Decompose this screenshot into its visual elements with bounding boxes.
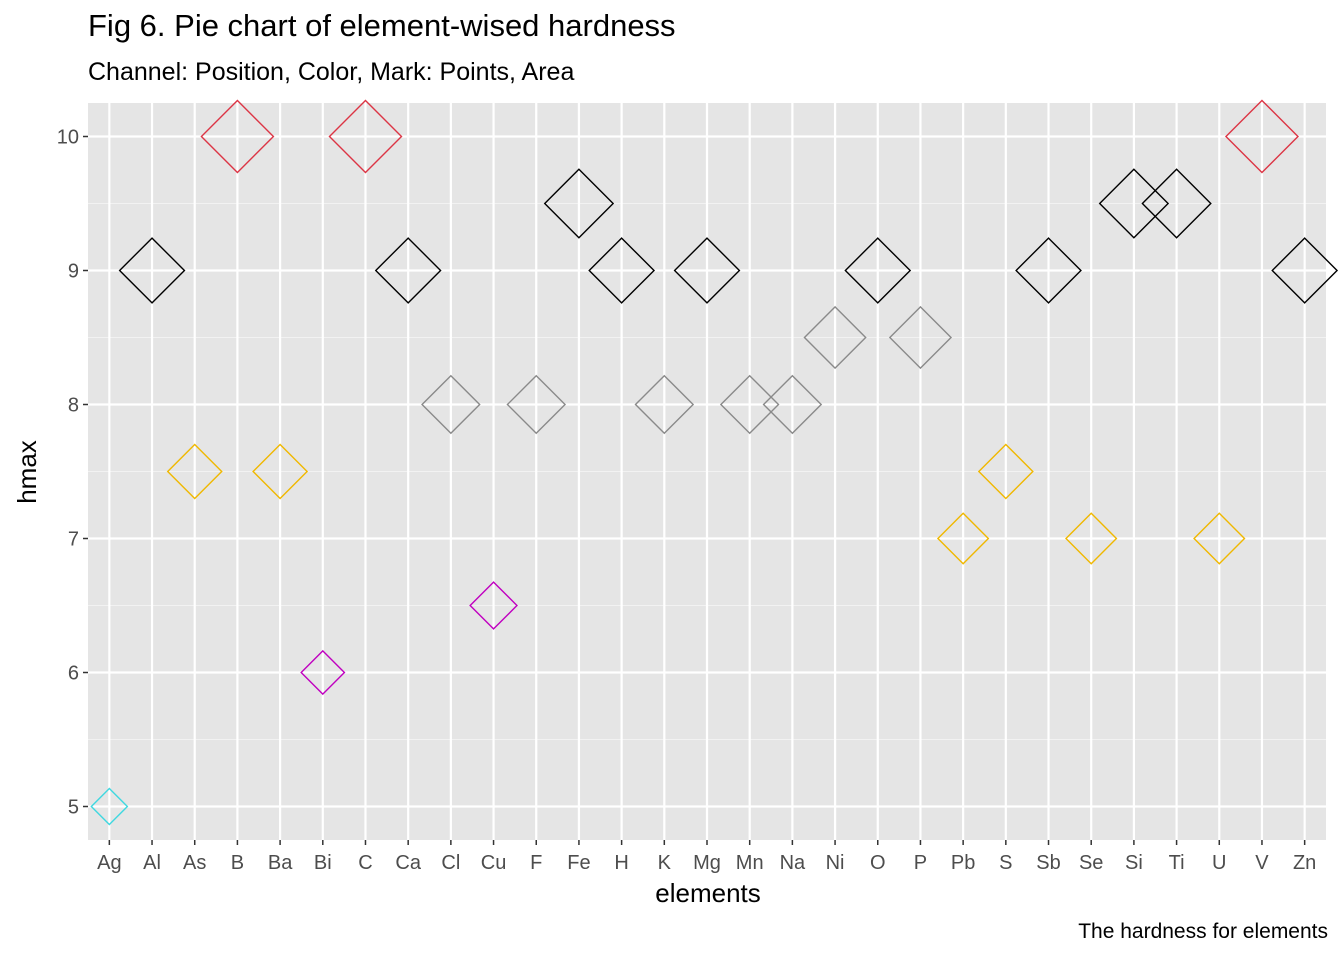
chart-subtitle: Channel: Position, Color, Mark: Points, … — [88, 58, 575, 86]
data-point-Ni — [803, 305, 867, 370]
x-tick-label: Se — [1079, 852, 1103, 874]
data-point-As — [166, 443, 223, 500]
data-point-Ca — [374, 237, 442, 304]
x-tick-label: Ca — [395, 852, 421, 874]
x-tick-label: H — [614, 852, 628, 874]
x-tick-label: P — [914, 852, 927, 874]
major-gridlines — [88, 103, 1326, 840]
y-tick-label: 9 — [68, 261, 79, 283]
y-tick-label: 10 — [57, 127, 79, 149]
data-point-Sb — [1015, 237, 1082, 304]
data-point-Fe — [543, 168, 615, 239]
x-tick-label: Ni — [826, 852, 845, 874]
x-tick-label: K — [658, 852, 672, 874]
data-point-Zn — [1271, 237, 1339, 304]
x-tick-label: Sb — [1036, 852, 1060, 874]
x-tick-label: S — [999, 852, 1012, 874]
x-tick-label: Mn — [736, 852, 764, 874]
x-tick-label: Ba — [268, 852, 293, 874]
y-tick-label: 7 — [68, 529, 79, 551]
y-axis-title: hmax — [12, 440, 42, 504]
data-point-Se — [1065, 512, 1118, 565]
x-tick-label: Ag — [97, 852, 121, 874]
x-tick-label: F — [530, 852, 542, 874]
data-point-Na — [762, 374, 823, 435]
x-tick-label: Cl — [441, 852, 460, 874]
data-point-Cl — [421, 374, 481, 435]
data-point-Si — [1098, 168, 1170, 239]
data-point-Pb — [936, 512, 990, 565]
data-point-Ag — [90, 787, 129, 826]
x-tick-label: V — [1255, 852, 1269, 874]
x-tick-label: Zn — [1293, 852, 1316, 874]
data-point-C — [328, 99, 403, 174]
x-tick-label: As — [183, 852, 206, 874]
data-point-H — [588, 237, 656, 304]
x-tick-label: Fe — [567, 852, 590, 874]
data-point-V — [1224, 99, 1299, 174]
data-point-F — [506, 374, 567, 435]
data-point-Al — [118, 237, 186, 304]
x-tick-label: U — [1212, 852, 1226, 874]
data-points — [90, 99, 1339, 826]
x-tick-label: Ti — [1169, 852, 1185, 874]
x-axis-title: elements — [655, 878, 761, 908]
data-point-B — [200, 99, 275, 174]
chart-title: Fig 6. Pie chart of element-wised hardne… — [88, 8, 676, 43]
data-point-Ba — [252, 443, 309, 500]
x-tick-label: Cu — [481, 852, 507, 874]
x-tick-label: C — [358, 852, 372, 874]
x-tick-label: Na — [780, 852, 806, 874]
y-tick-label: 6 — [68, 663, 79, 685]
data-point-Cu — [469, 581, 518, 630]
y-axis: 5 6 7 8 9 10 — [57, 127, 88, 819]
y-tick-label: 8 — [68, 395, 79, 417]
data-point-U — [1193, 512, 1246, 565]
data-point-Ti — [1141, 168, 1212, 239]
y-tick-label: 5 — [68, 797, 79, 819]
data-point-Mn — [719, 374, 780, 435]
data-point-Mg — [673, 237, 741, 304]
x-tick-label: B — [231, 852, 244, 874]
data-point-P — [888, 305, 953, 370]
data-point-Bi — [300, 649, 346, 696]
data-point-O — [844, 237, 912, 304]
x-axis: Ag Al As B Ba Bi C Ca Cl Cu F Fe H K Mg Mn Na Ni O P Pb S Sb Se… — [97, 840, 1316, 874]
x-tick-label: Al — [143, 852, 161, 874]
data-point-K — [634, 374, 695, 435]
x-tick-label: Pb — [951, 852, 975, 874]
x-tick-label: Bi — [314, 852, 332, 874]
chart-caption: The hardness for elements — [1078, 920, 1328, 943]
x-tick-label: Mg — [693, 852, 721, 874]
data-point-S — [977, 443, 1034, 500]
x-tick-label: O — [870, 852, 886, 874]
x-tick-label: Si — [1125, 852, 1143, 874]
